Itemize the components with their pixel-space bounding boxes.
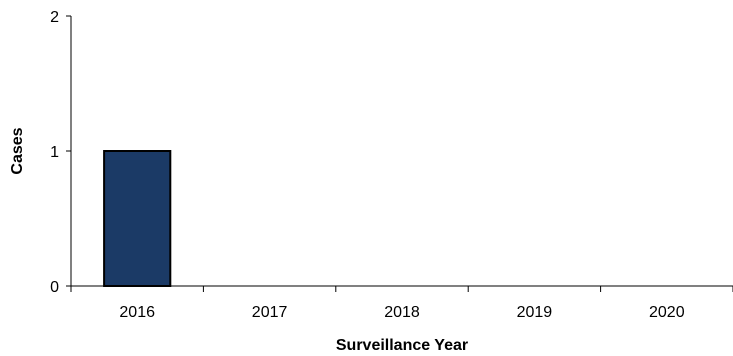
x-tick-label: 2019 <box>517 304 553 321</box>
x-tick-label: 2016 <box>119 304 155 321</box>
x-axis-ticks: 2016 2017 2018 2019 2020 <box>70 286 733 321</box>
y-axis-ticks: 0 1 2 <box>50 9 71 296</box>
y-tick-label: 0 <box>50 279 59 296</box>
x-tick-label: 2020 <box>649 304 685 321</box>
x-tick-label: 2017 <box>252 304 288 321</box>
x-tick-label: 2018 <box>384 304 420 321</box>
bar-2016 <box>103 150 172 287</box>
bars <box>103 150 172 287</box>
y-tick-label: 1 <box>50 144 59 161</box>
x-axis-title: Surveillance Year <box>336 337 468 354</box>
y-axis-title: Cases <box>9 127 26 174</box>
y-tick-label: 2 <box>50 9 59 26</box>
